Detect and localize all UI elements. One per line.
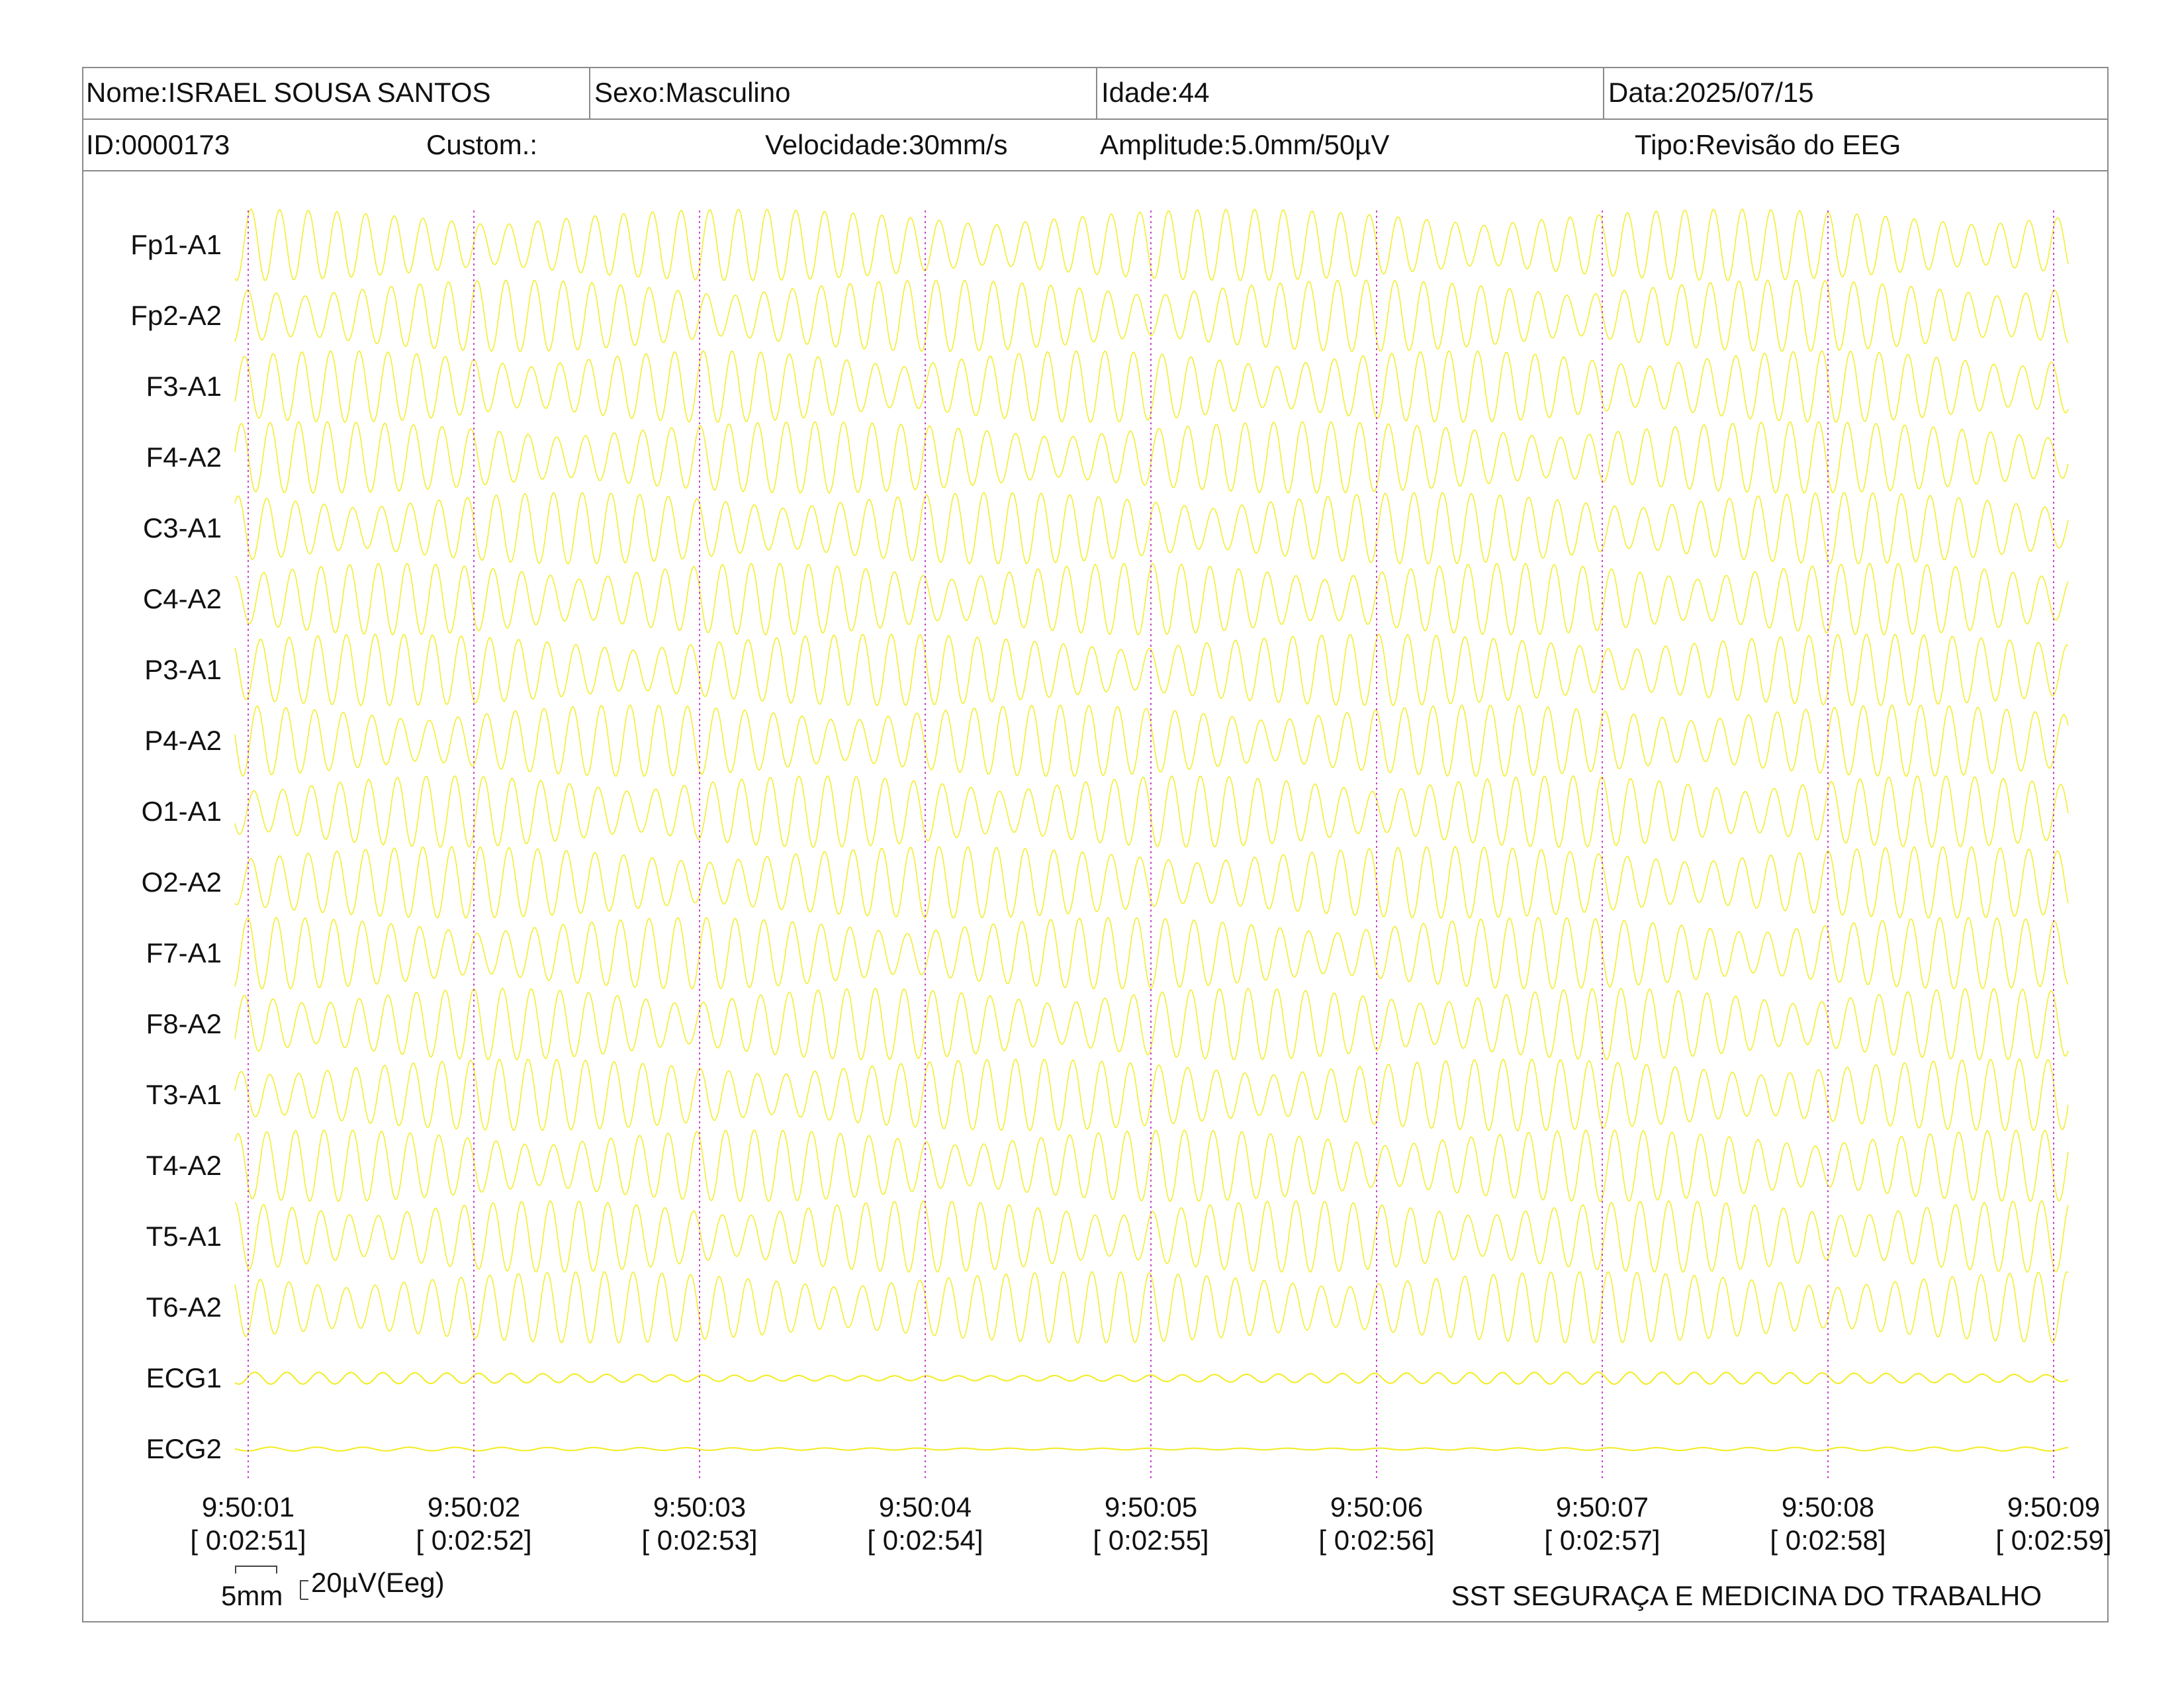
time-mark-clock: 9:50:09 — [2007, 1491, 2101, 1523]
time-mark: 9:50:08[ 0:02:58] — [1749, 1491, 1907, 1558]
channel-label: T6-A2 — [146, 1291, 222, 1323]
patient-id: ID:0000173 — [86, 129, 230, 160]
time-mark-clock: 9:50:04 — [878, 1491, 972, 1523]
channel-label: Fp2-A2 — [130, 300, 222, 331]
calibration-mark — [235, 1566, 308, 1600]
channel-label: F3-A1 — [146, 371, 222, 402]
patient-id-cell: ID:0000173 — [82, 120, 230, 170]
patient-age: Idade:44 — [1101, 77, 1210, 108]
channel-label: C4-A2 — [142, 583, 222, 614]
type-cell: Tipo:Revisão do EEG — [1631, 120, 1901, 170]
waveform-16 — [234, 1270, 2069, 1344]
time-scale-label: 5mm — [221, 1580, 283, 1611]
time-mark-clock: 9:50:03 — [653, 1491, 747, 1523]
time-mark: 9:50:01[ 0:02:51] — [169, 1491, 328, 1558]
channel-label: O2-A2 — [141, 867, 222, 898]
patient-sex: Sexo:Masculino — [594, 77, 791, 108]
time-mark: 9:50:02[ 0:02:52] — [394, 1491, 553, 1558]
amp-scale-label: 20µV(Eeg) — [311, 1567, 445, 1598]
channel-label: T4-A2 — [146, 1150, 222, 1181]
waveform-1 — [234, 208, 2069, 282]
patient-name: Nome:ISRAEL SOUSA SANTOS — [86, 77, 491, 108]
time-mark: 9:50:04[ 0:02:54] — [846, 1491, 1005, 1558]
time-mark-elapsed: [ 0:02:57] — [1544, 1524, 1661, 1556]
company-name: SST SEGURAÇA E MEDICINA DO TRABALHO — [1451, 1580, 2042, 1611]
channel-label: F4-A2 — [146, 442, 222, 473]
channel-label: ECG1 — [146, 1362, 222, 1393]
amplitude-setting: Amplitude:5.0mm/50µV — [1100, 129, 1390, 160]
header-row-settings: ID:0000173 Custom.: Velocidade:30mm/s Am… — [82, 120, 2109, 171]
channel-label: P3-A1 — [144, 654, 222, 685]
time-mark-elapsed: [ 0:02:59] — [1995, 1524, 2112, 1556]
time-mark-elapsed: [ 0:02:55] — [1093, 1524, 1209, 1556]
waveform-11 — [234, 917, 2069, 990]
amplitude-cell: Amplitude:5.0mm/50µV — [1096, 120, 1389, 170]
channel-label: P4-A2 — [144, 725, 222, 756]
time-mark-clock: 9:50:02 — [427, 1491, 521, 1523]
waveform-17 — [234, 1371, 2069, 1385]
paper-speed: Velocidade:30mm/s — [765, 129, 1008, 160]
speed-cell: Velocidade:30mm/s — [761, 120, 1008, 170]
time-mark-elapsed: [ 0:02:52] — [416, 1524, 532, 1556]
waveform-4 — [234, 420, 2069, 494]
time-mark: 9:50:09[ 0:02:59] — [1974, 1491, 2133, 1558]
waveform-2 — [234, 279, 2069, 353]
channel-label: O1-A1 — [141, 796, 222, 827]
time-mark-elapsed: [ 0:02:51] — [190, 1524, 306, 1556]
time-mark: 9:50:07[ 0:02:57] — [1523, 1491, 1682, 1558]
exam-type: Tipo:Revisão do EEG — [1635, 129, 1901, 160]
time-scale-bracket — [235, 1566, 277, 1573]
channel-label: ECG2 — [146, 1433, 222, 1464]
time-mark-clock: 9:50:06 — [1330, 1491, 1424, 1523]
amp-scale-bracket — [300, 1580, 308, 1599]
patient-name-cell: Nome:ISRAEL SOUSA SANTOS — [82, 67, 589, 118]
exam-date-cell: Data:2025/07/15 — [1603, 67, 2109, 118]
channel-label: F7-A1 — [146, 937, 222, 968]
exam-date: Data:2025/07/15 — [1608, 77, 1814, 108]
custom-cell: Custom.: — [422, 120, 537, 170]
channel-label: C3-A1 — [142, 512, 222, 543]
time-mark-elapsed: [ 0:02:54] — [867, 1524, 983, 1556]
time-mark-clock: 9:50:08 — [1781, 1491, 1875, 1523]
waveform-12 — [234, 987, 2069, 1061]
header-row-patient: Nome:ISRAEL SOUSA SANTOS Sexo:Masculino … — [82, 67, 2109, 120]
time-mark: 9:50:03[ 0:02:53] — [620, 1491, 779, 1558]
time-mark-elapsed: [ 0:02:58] — [1770, 1524, 1886, 1556]
patient-sex-cell: Sexo:Masculino — [589, 67, 1096, 118]
waveform-18 — [234, 1446, 2069, 1452]
channel-label: Fp1-A1 — [130, 229, 222, 260]
time-mark-clock: 9:50:05 — [1104, 1491, 1198, 1523]
waveform-3 — [234, 350, 2069, 424]
time-mark-clock: 9:50:01 — [201, 1491, 295, 1523]
patient-age-cell: Idade:44 — [1096, 67, 1603, 118]
waveform-14 — [234, 1129, 2069, 1203]
time-mark-elapsed: [ 0:02:53] — [641, 1524, 758, 1556]
time-mark: 9:50:06[ 0:02:56] — [1297, 1491, 1456, 1558]
custom-field: Custom.: — [426, 129, 538, 160]
waveform-8 — [234, 704, 2069, 777]
waveform-10 — [234, 845, 2069, 919]
report-frame — [82, 67, 2109, 1622]
time-mark-elapsed: [ 0:02:56] — [1318, 1524, 1435, 1556]
channel-label: T3-A1 — [146, 1079, 222, 1110]
channel-label: F8-A2 — [146, 1008, 222, 1039]
channel-label: T5-A1 — [146, 1221, 222, 1252]
time-mark-clock: 9:50:07 — [1555, 1491, 1649, 1523]
time-mark: 9:50:05[ 0:02:55] — [1071, 1491, 1230, 1558]
waveform-6 — [234, 562, 2069, 636]
